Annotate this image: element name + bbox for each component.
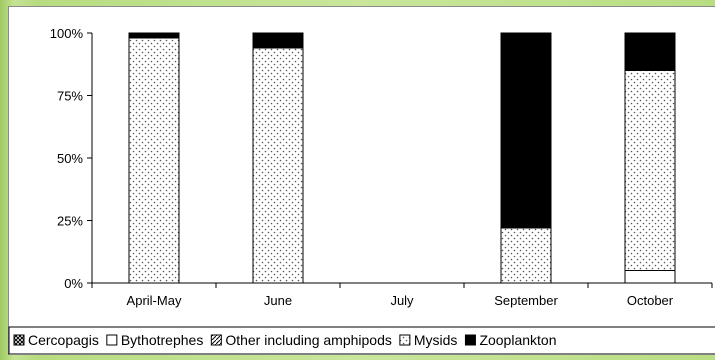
bar-segment xyxy=(252,32,304,49)
bar-segment xyxy=(500,32,552,229)
x-tick-label: September xyxy=(494,293,558,308)
bars xyxy=(128,32,676,284)
y-tick-label: 50% xyxy=(57,151,83,166)
y-tick-label: 75% xyxy=(57,89,83,104)
y-tick-label: 0% xyxy=(64,276,83,291)
bar-segment xyxy=(128,37,180,284)
legend-label: Mysids xyxy=(414,332,458,348)
bar-segment xyxy=(500,227,552,284)
legend-swatch xyxy=(13,334,25,346)
x-tick-label: July xyxy=(390,293,414,308)
bar-segment xyxy=(128,32,180,39)
x-tick-label: October xyxy=(627,293,674,308)
chart-panel xyxy=(8,6,715,355)
x-tick-label: April-May xyxy=(127,293,182,308)
legend-swatch xyxy=(399,334,411,346)
y-tick-label: 100% xyxy=(50,26,84,41)
y-axis: 0% 25% 50% 75% 100% xyxy=(50,26,93,291)
bar-segment xyxy=(624,270,676,284)
legend-label: Bythotrephes xyxy=(121,332,204,348)
y-tick-label: 25% xyxy=(57,214,83,229)
x-tick-label: June xyxy=(264,293,292,308)
legend-box xyxy=(8,326,715,355)
bar-segment xyxy=(252,47,304,284)
legend-label: Other including amphipods xyxy=(225,332,392,348)
bar-segment xyxy=(624,32,676,71)
bar-segment xyxy=(624,70,676,271)
legend-label: Zooplankton xyxy=(479,332,556,348)
legend-swatch xyxy=(210,334,222,346)
x-axis: April-May June July September October xyxy=(91,282,713,308)
legend-label: Cercopagis xyxy=(28,332,99,348)
legend-swatch xyxy=(464,334,476,346)
legend-swatch xyxy=(106,334,118,346)
legend: Cercopagis Bythotrephes Other including am… xyxy=(8,326,715,355)
